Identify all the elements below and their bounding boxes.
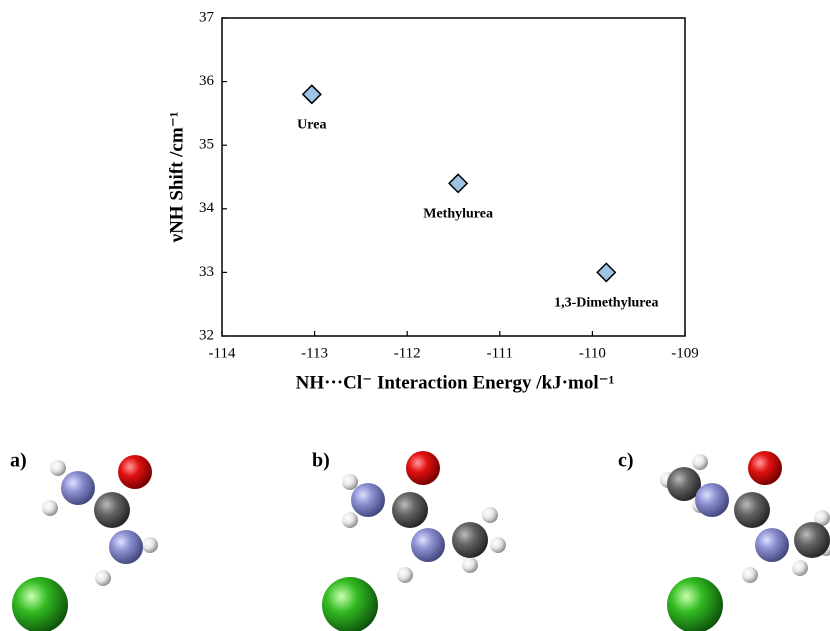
molecule-c [660,451,830,631]
panel-label: a) [10,450,27,472]
marker [303,85,321,103]
x-axis-label: NH···Cl⁻ Interaction Energy /kJ·mol⁻¹ [296,372,615,393]
marker [597,263,615,281]
x-tick-label: -111 [487,345,513,361]
y-axis-label: νNH Shift /cm⁻¹ [166,112,187,244]
x-tick-label: -110 [579,345,606,361]
molecule-b [322,451,506,631]
point-label: Methylurea [423,207,493,222]
y-tick-label: 32 [199,327,214,343]
marker [449,174,467,192]
panel-label: c) [618,450,634,472]
molecule-a [12,455,158,631]
y-tick-label: 36 [199,73,215,89]
y-tick-label: 33 [199,264,214,280]
x-tick-label: -114 [209,345,236,361]
y-tick-label: 37 [199,9,215,25]
panel-label: b) [312,450,330,472]
x-tick-label: -109 [671,345,699,361]
point-label: 1,3-Dimethylurea [554,296,658,311]
x-tick-label: -113 [301,345,328,361]
y-tick-label: 35 [199,137,214,153]
figure: NH···Cl⁻ Interaction Energy /kJ·mol⁻¹ νN… [0,0,830,631]
point-label: Urea [297,118,326,133]
y-tick-label: 34 [199,200,215,216]
x-tick-label: -112 [394,345,421,361]
plot-frame [222,18,685,336]
